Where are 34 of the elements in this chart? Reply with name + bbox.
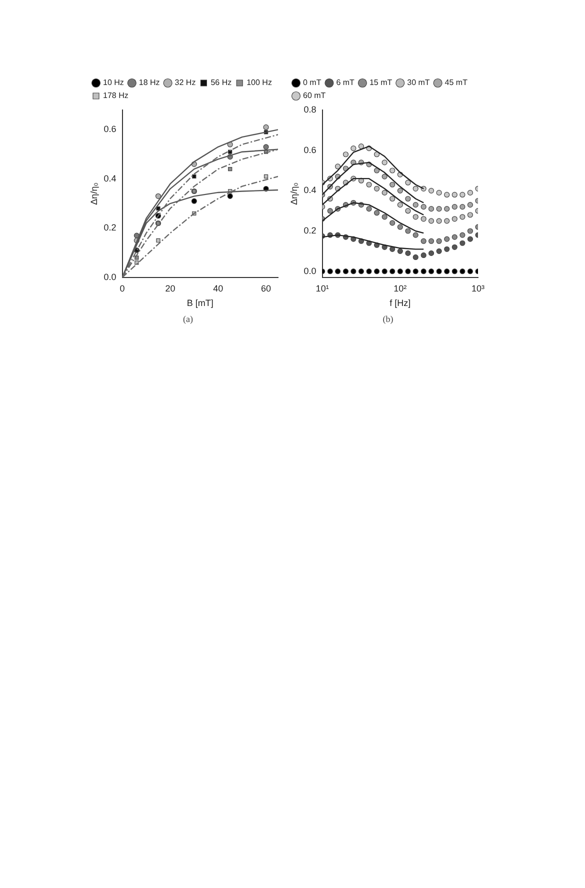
legend-label: 0 mT [303,78,322,88]
legend-label: 30 mT [407,78,430,88]
y-tick-label: 0.8 [304,104,316,114]
legend-label: 32 Hz [174,78,196,88]
x-tick-label: 40 [213,283,224,294]
y-axis-title: Δη/η₀ [288,182,299,205]
legend-label: 18 Hz [138,78,160,88]
y-axis-title: Δη/η₀ [88,182,99,205]
x-tick-label: 10³ [471,283,485,294]
x-tick-label: 20 [165,283,176,294]
y-tick-label: 0.4 [304,185,316,196]
y-tick-label: 0.2 [304,225,316,236]
legend-label: 6 mT [336,78,355,88]
legend-label: 56 Hz [210,78,232,88]
x-tick-label: 0 [120,283,125,294]
x-tick-label: 10¹ [316,283,329,294]
text: (a) [182,314,194,324]
y-tick-label: 0.0 [104,272,116,282]
y-tick-label: 0.6 [104,124,116,134]
legend-label: 15 mT [369,78,392,88]
y-tick-label: 0.6 [304,144,316,155]
y-tick-label: 0.4 [104,173,116,184]
y-tick-label: 0.0 [304,266,316,276]
x-tick-label: 60 [261,283,272,294]
x-tick-label: 10² [394,283,407,294]
legend-label: 60 mT [303,91,326,100]
x-axis-title: B [mT] [186,298,214,308]
text: (b) [382,314,394,324]
x-axis-title: f [Hz] [390,298,411,308]
legend-label: 178 Hz [103,91,128,100]
legend-label: 100 Hz [246,78,272,88]
legend-label: 10 Hz [103,78,124,88]
legend-label: 45 mT [444,78,468,88]
y-tick-label: 0.2 [104,222,116,233]
